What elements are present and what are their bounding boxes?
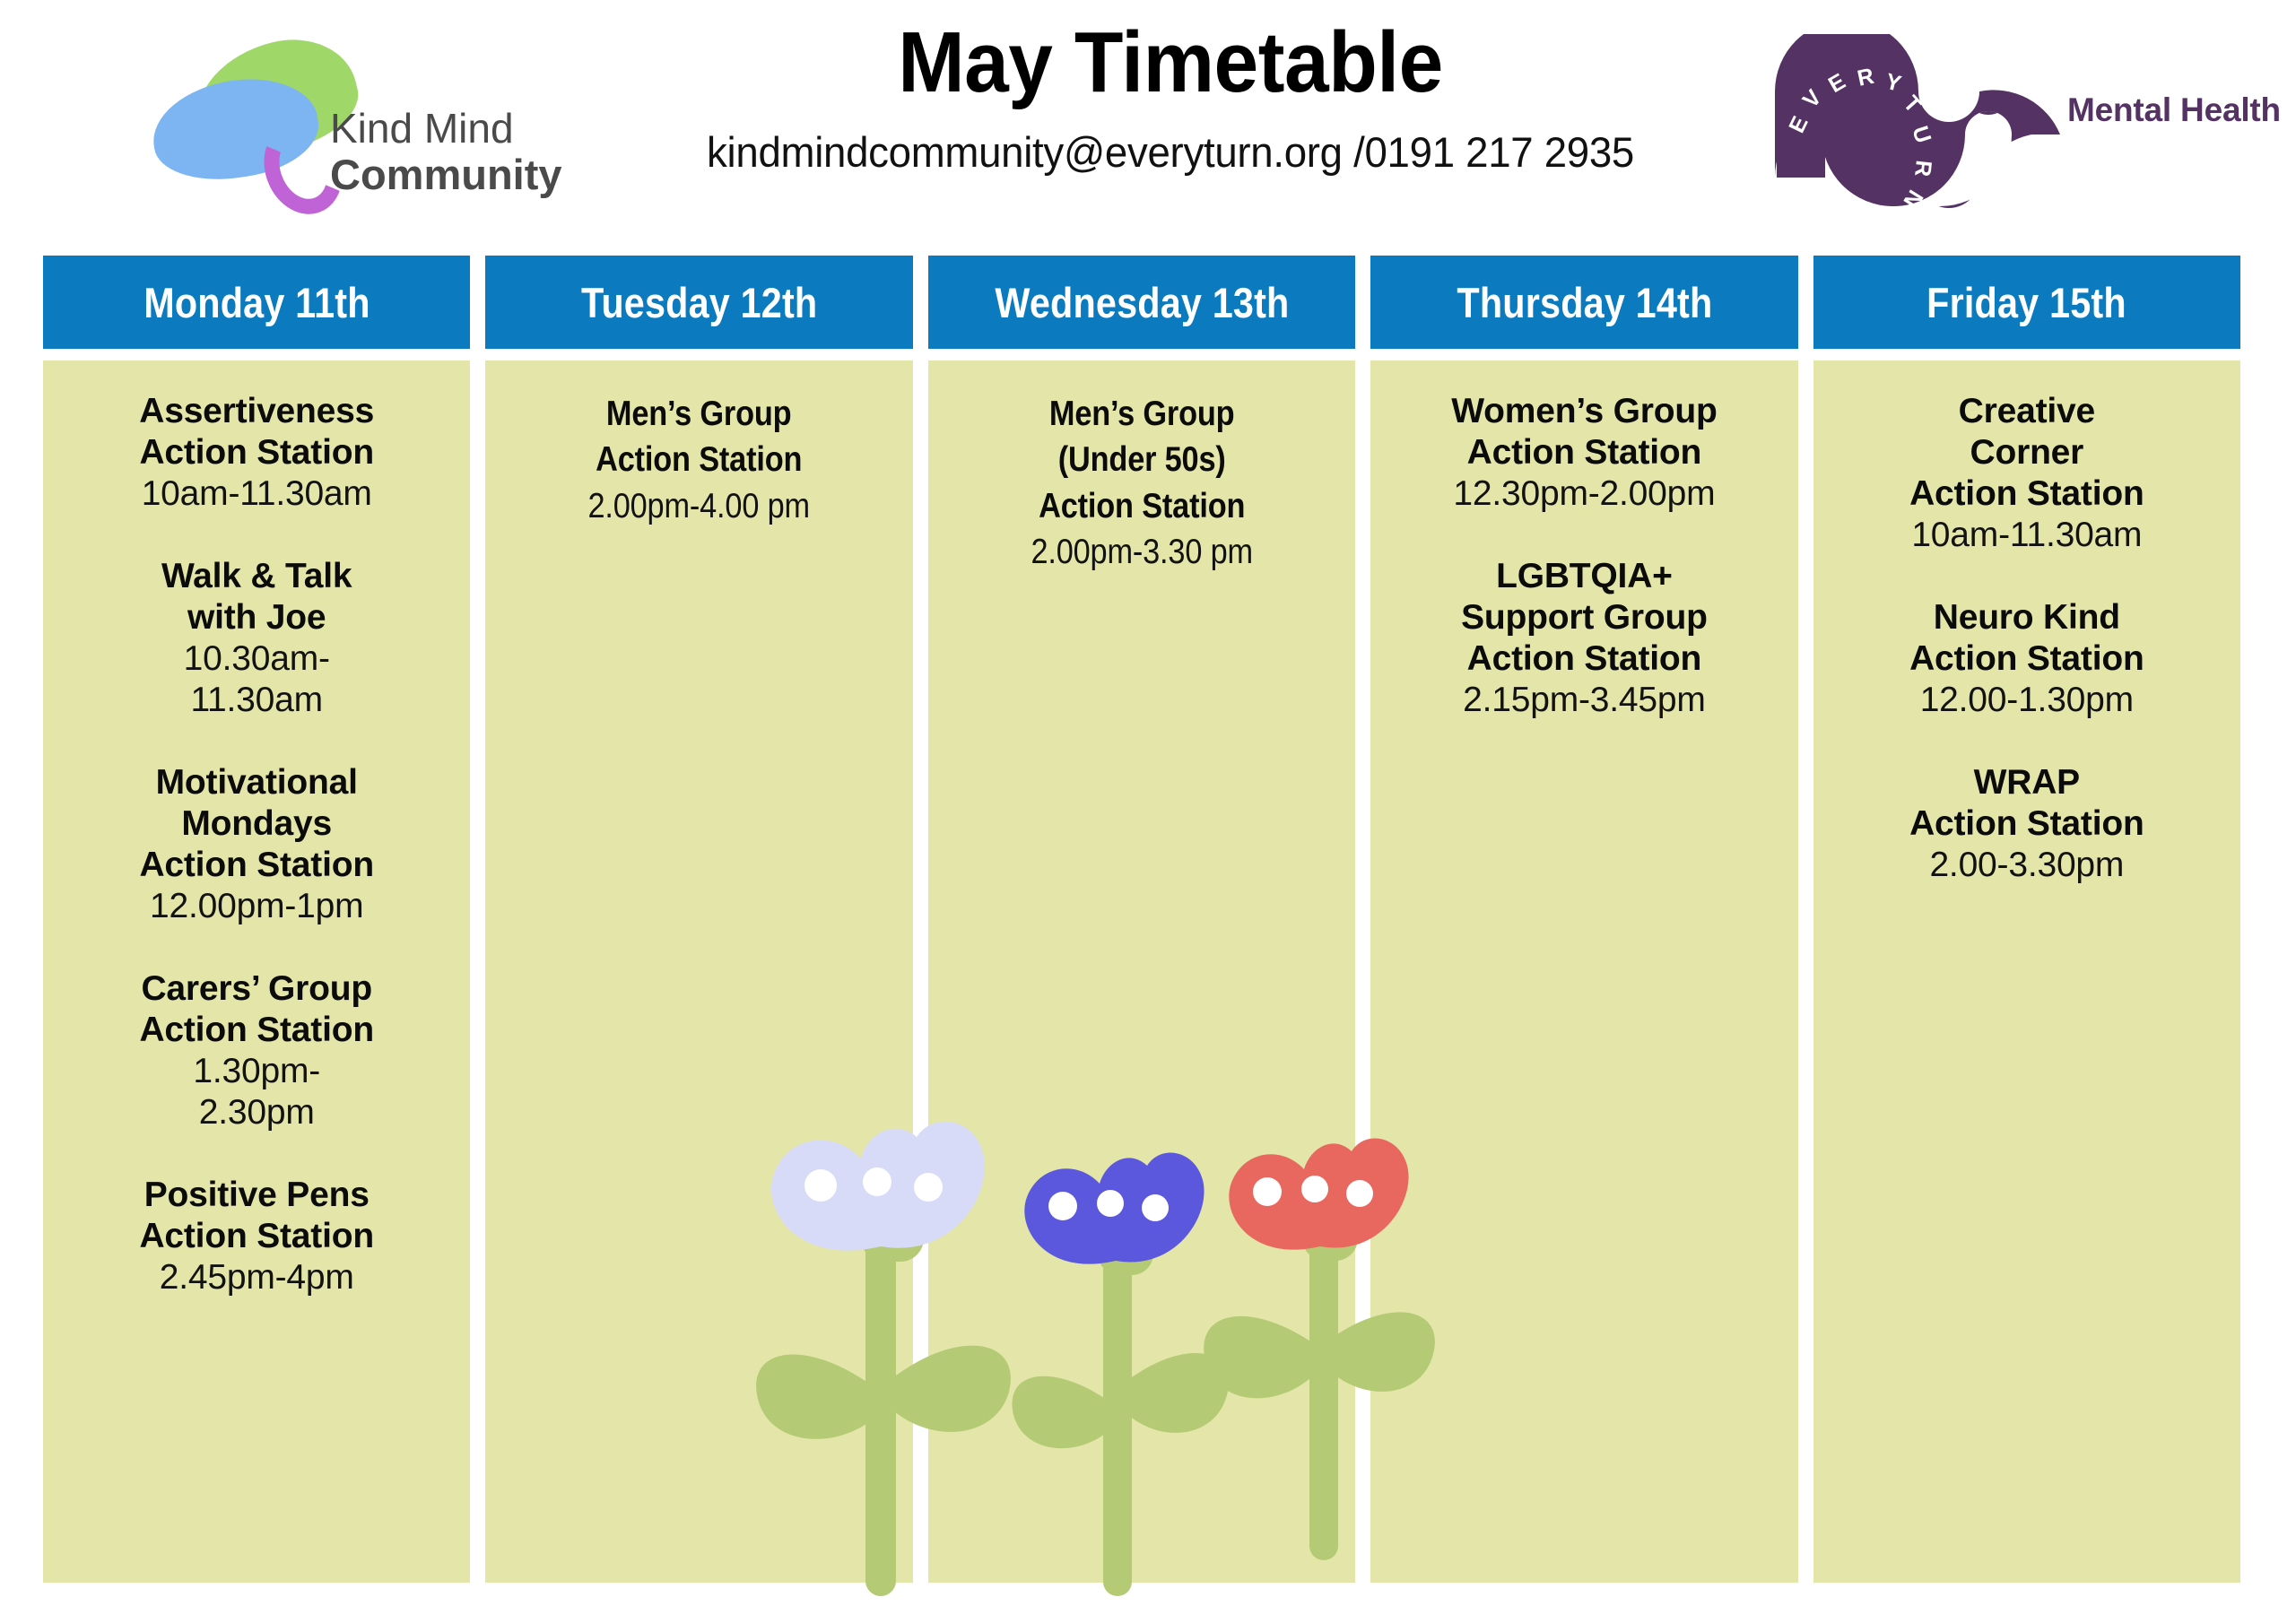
logo-wordmark: Kind Mind Community [330,105,562,198]
event-name: WRAP [1973,763,2081,803]
event-entry[interactable]: Assertiveness Action Station 10am-11.30am [52,391,461,515]
event-name: Women’s Group [1451,392,1718,430]
event-venue: Action Station [596,440,803,480]
day-events: Men’s Group Action Station 2.00pm-4.00 pm [485,360,913,1583]
everyturn-tagline: Mental Health [2067,91,2281,128]
event-time: 12.30pm-2.00pm [1453,474,1716,514]
everyturn-letter-r2: R [1909,159,1936,178]
day-header[interactable]: Thursday 14th [1370,256,1798,349]
day-header[interactable]: Wednesday 13th [927,256,1356,349]
event-time: 12.00pm-1pm [149,887,364,926]
event-venue: Action Station [1038,486,1246,525]
event-name: LGBTQIA+ Support Group [1461,557,1708,638]
contact-line: kindmindcommunity@everyturn.org /0191 21… [707,127,1634,176]
event-time: 2.00-3.30pm [1929,846,2125,885]
event-entry[interactable]: LGBTQIA+ Support Group Action Station 2.15p… [1379,556,1788,721]
event-name: Walk & Talk with Joe [161,557,352,638]
day-header-label: Wednesday 13th [994,278,1290,326]
day-events: Women’s Group Action Station 12.30pm-2.00p… [1370,360,1798,1583]
event-name: Positive Pens [144,1176,370,1215]
event-time: 10am-11.30am [1911,516,2143,555]
event-entry[interactable]: Women’s Group Action Station 12.30pm-2.00p… [1379,391,1788,515]
day-column: Thursday 14th Women’s Group Action Station… [1370,256,1798,1583]
day-header-label: Friday 15th [1926,278,2127,326]
event-venue: Action Station [1466,433,1702,473]
event-time: 10.30am- 11.30am [183,639,330,720]
event-entry[interactable]: Carers’ Group Action Station 1.30pm- 2.30pm [52,968,461,1133]
event-venue: Action Station [1909,639,2144,679]
everyturn-logo: E V E R Y T U R N Mental Health [1771,13,2281,237]
day-events: Creative Corner Action Station 10am-11.30am… [1813,360,2241,1583]
event-name: Men’s Group [606,395,792,433]
day-header-label: Tuesday 12th [580,278,818,326]
logo-name-line-2: Community [330,151,562,198]
event-time: 2.00pm-4.00 pm [587,486,811,525]
event-venue: Action Station [139,1011,374,1050]
day-events: Men’s Group (Under 50s) Action Station 2.00… [927,360,1356,1583]
event-entry[interactable]: Positive Pens Action Station 2.45pm-4pm [52,1175,461,1298]
event-name: Assertiveness [139,392,375,430]
everyturn-letter-y: Y [1883,69,1904,97]
day-column: Friday 15th Creative Corner Action Station 1… [1813,256,2241,1583]
event-entry[interactable]: Walk & Talk with Joe 10.30am- 11.30am [52,556,461,721]
event-venue: Action Station [1909,804,2144,844]
event-time: 2.45pm-4pm [159,1258,354,1298]
event-venue: Action Station [1466,639,1702,679]
everyturn-wave-icon: E V E R Y T U R N [1775,34,2060,230]
event-name: Carers’ Group [141,969,372,1009]
day-column: Wednesday 13th Men’s Group (Under 50s) Acti… [927,256,1356,1583]
event-time: 1.30pm- 2.30pm [193,1052,321,1133]
event-venue: Action Station [139,846,374,885]
day-header-label: Monday 11th [143,278,370,326]
day-column: Monday 11th Assertiveness Action Station 10… [43,256,471,1583]
logo-name-line-1: Kind Mind [330,105,514,152]
everyturn-letter-r: R [1855,64,1875,91]
event-time: 2.15pm-3.45pm [1463,681,1706,720]
event-entry[interactable]: Men’s Group (Under 50s) Action Station 2.00… [937,391,1346,576]
event-entry[interactable]: Creative Corner Action Station 10am-11.30am [1822,391,2231,556]
title-block: May Timetable kindmindcommunity@everytur… [610,14,1731,177]
poster-header: Kind Mind Community May Timetable kindmi… [0,0,2296,256]
event-name: Creative Corner [1958,392,2096,473]
kind-mind-community-logo: Kind Mind Community [135,20,562,226]
day-header[interactable]: Friday 15th [1813,256,2241,349]
day-header[interactable]: Monday 11th [43,256,471,349]
event-time: 2.00pm-3.30 pm [1031,533,1253,572]
page-title: May Timetable [898,14,1443,110]
event-name: Neuro Kind [1933,598,2120,638]
event-entry[interactable]: Neuro Kind Action Station 12.00-1.30pm [1822,597,2231,721]
day-columns: Monday 11th Assertiveness Action Station 10… [43,256,2241,1583]
event-name: Motivational Mondays [155,763,358,844]
event-entry[interactable]: Men’s Group Action Station 2.00pm-4.00 pm [494,391,903,529]
event-entry[interactable]: Motivational Mondays Action Station 12.00pm… [52,762,461,927]
event-time: 12.00-1.30pm [1919,681,2134,720]
day-header-label: Thursday 14th [1456,278,1712,326]
event-entry[interactable]: WRAP Action Station 2.00-3.30pm [1822,762,2231,886]
day-events: Assertiveness Action Station 10am-11.30am W… [43,360,471,1583]
event-time: 10am-11.30am [141,474,372,514]
event-name: Men’s Group (Under 50s) [1048,395,1235,480]
event-venue: Action Station [139,1217,374,1256]
event-venue: Action Station [1909,474,2144,514]
day-header[interactable]: Tuesday 12th [485,256,913,349]
day-column: Tuesday 12th Men’s Group Action Station 2.0… [485,256,913,1583]
event-venue: Action Station [139,433,374,473]
timetable-grid: Monday 11th Assertiveness Action Station 10… [0,256,2296,1583]
